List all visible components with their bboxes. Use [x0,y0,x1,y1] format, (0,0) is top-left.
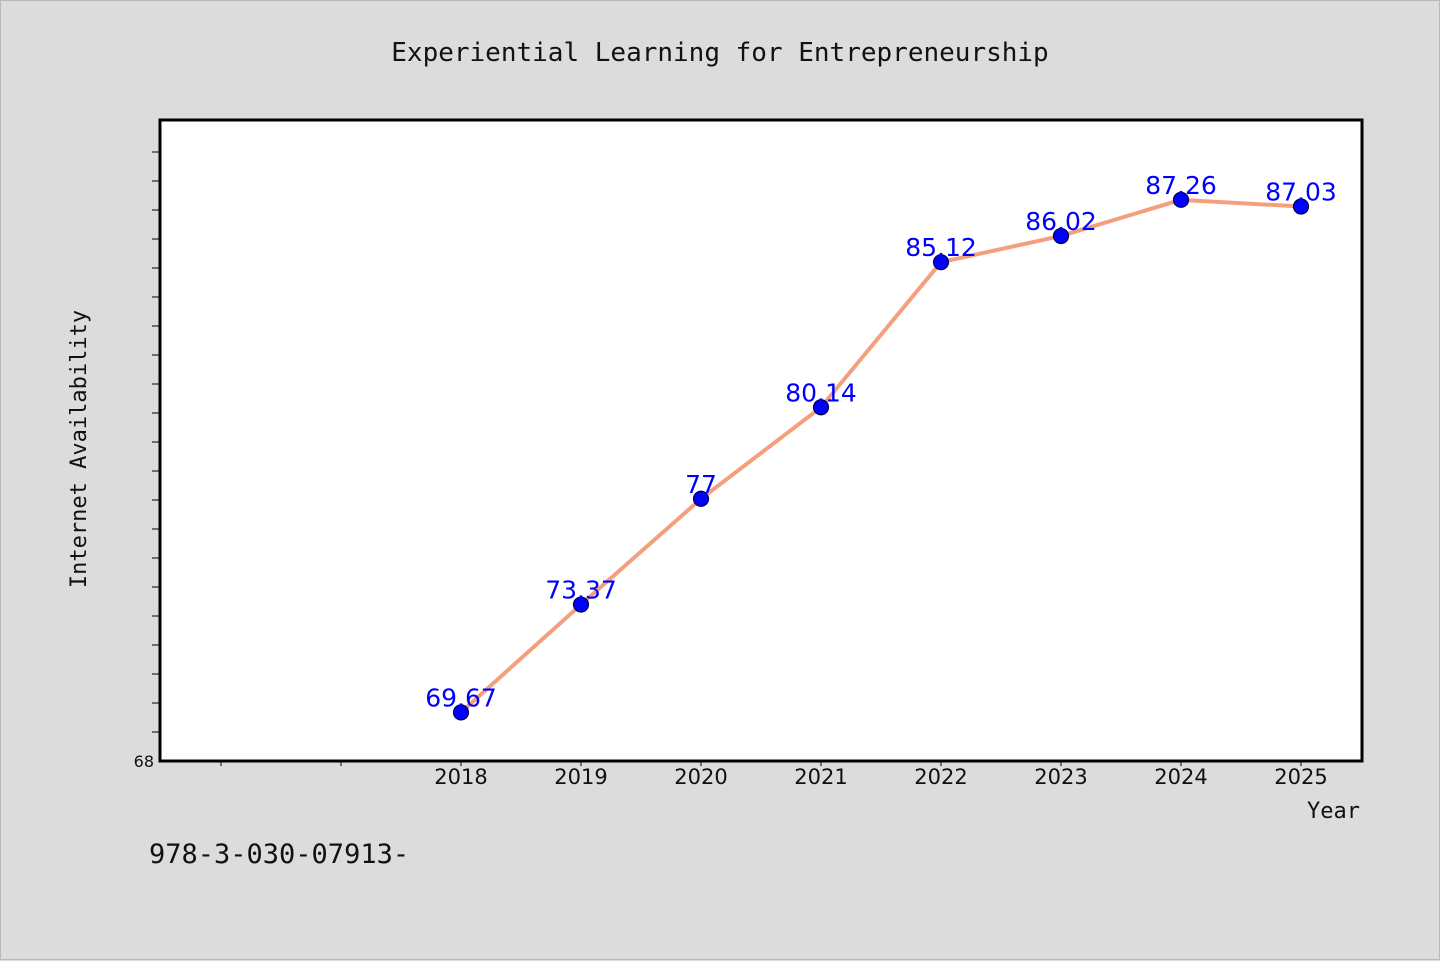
series-line [459,197,1303,715]
x-axis-label: Year [1307,799,1360,824]
data-point [572,596,590,613]
data-point [692,490,710,507]
x-tick-label: 2024 [1154,765,1207,789]
data-point [1172,191,1190,208]
data-label: 85.12 [905,233,977,262]
data-point [1052,227,1070,245]
data-label: 77 [685,470,717,499]
plot-area [158,118,1364,763]
axis-ticks [152,151,1302,766]
data-label: 86.02 [1025,207,1097,236]
x-tick-label: 2019 [554,765,607,789]
data-point [812,399,830,416]
data-label: 87.03 [1265,178,1337,207]
data-point [452,704,470,721]
x-tick-label: 2025 [1274,765,1327,789]
data-point [932,254,950,271]
x-tick-label: 2021 [794,765,847,789]
x-tick-label: 2022 [914,765,967,789]
y-min-tick-label: 68 [134,752,154,771]
data-label: 80.14 [785,378,857,407]
data-labels: 69.67 73.37 77 80.14 85.12 86.02 87.26 87.03 [425,171,1337,713]
x-tick-label: 2018 [434,765,487,789]
data-points [452,191,1310,721]
x-tick-label: 2023 [1034,765,1087,789]
x-tick-labels: 2018 2019 2020 2021 2022 2023 2024 2025 [434,765,1327,789]
data-label: 69.67 [425,683,497,712]
y-axis-label: Internet Availability [67,310,92,588]
data-label: 73.37 [545,576,617,605]
footnote-isbn: 978-3-030-07913- [149,839,409,870]
data-label: 87.26 [1145,171,1217,200]
x-tick-label: 2020 [674,765,727,789]
chart-title: Experiential Learning for Entrepreneursh… [391,38,1048,68]
data-point [1292,198,1310,215]
